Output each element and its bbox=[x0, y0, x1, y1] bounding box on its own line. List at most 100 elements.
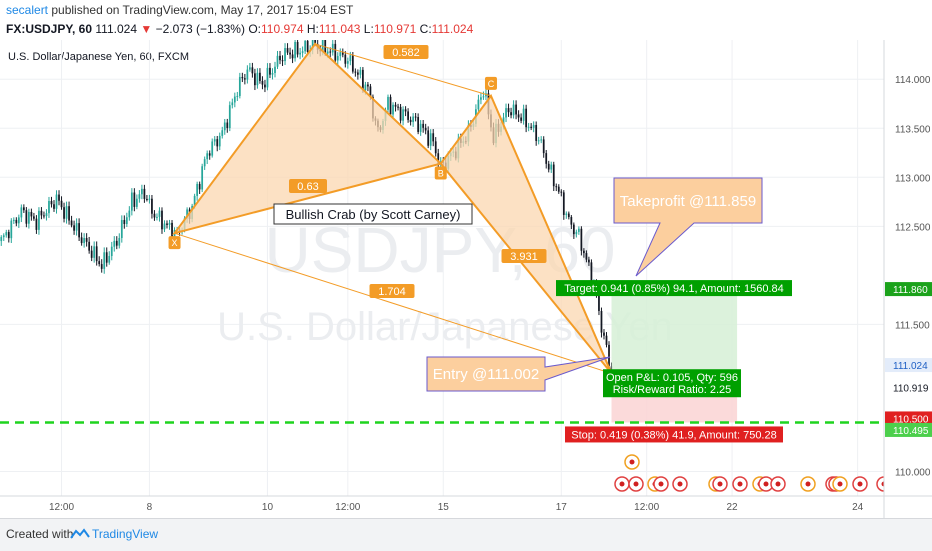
candle-body bbox=[399, 106, 402, 121]
candle-body bbox=[364, 84, 367, 91]
candle-body bbox=[542, 139, 545, 154]
candle-body bbox=[520, 117, 522, 121]
candle-body bbox=[141, 188, 143, 195]
candle-body bbox=[512, 104, 515, 116]
candle-body bbox=[43, 215, 45, 217]
candle-body bbox=[351, 55, 354, 72]
x-tick-label: 12:00 bbox=[335, 502, 360, 513]
candle-body bbox=[394, 104, 397, 107]
candle-body bbox=[583, 250, 585, 254]
candle-body bbox=[123, 219, 126, 225]
candle-body bbox=[128, 210, 131, 218]
event-marker-dot bbox=[677, 481, 683, 487]
price-axis-bg bbox=[884, 40, 932, 518]
candle-body bbox=[261, 80, 264, 85]
x-tick-label: 24 bbox=[852, 502, 864, 513]
candle-body bbox=[7, 232, 10, 239]
candle-body bbox=[605, 335, 608, 345]
price-chart[interactable]: U.S. Dollar/Japanese Yen, 60, FXCMUSDJPY… bbox=[0, 40, 932, 518]
ratio-label: 1.704 bbox=[378, 286, 406, 298]
y-tick-label: 113.500 bbox=[895, 124, 931, 135]
candle-body bbox=[50, 201, 53, 205]
ratio-tag bbox=[383, 45, 429, 59]
candle-body bbox=[138, 194, 141, 199]
open-pnl-box bbox=[603, 369, 741, 398]
event-marker-dot bbox=[619, 481, 625, 487]
price-tag: 110.919 bbox=[893, 383, 929, 394]
candle-body bbox=[68, 206, 70, 221]
candle-body bbox=[271, 73, 274, 75]
candle-body bbox=[537, 140, 540, 142]
candle-body bbox=[153, 213, 156, 218]
candle-body bbox=[233, 96, 236, 103]
candle-body bbox=[55, 194, 58, 209]
candle-body bbox=[264, 84, 266, 88]
candle-body bbox=[125, 217, 128, 225]
ratio-tag bbox=[289, 179, 327, 193]
down-arrow-icon: ▼ bbox=[140, 22, 153, 36]
ratio-label: 3.931 bbox=[510, 251, 538, 263]
candle-body bbox=[20, 207, 23, 218]
candle-body bbox=[329, 51, 332, 53]
candle-body bbox=[211, 141, 214, 156]
legend-c-label: C: bbox=[419, 22, 432, 36]
event-marker-dot bbox=[658, 481, 664, 487]
y-tick-label: 111.500 bbox=[895, 320, 930, 331]
legend-l-value: 110.971 bbox=[373, 22, 417, 36]
candle-body bbox=[231, 102, 234, 106]
candle-body bbox=[362, 69, 364, 91]
candle-body bbox=[296, 41, 299, 55]
candle-body bbox=[402, 109, 404, 121]
candle-body bbox=[22, 207, 25, 211]
pattern-point-label: X bbox=[172, 238, 178, 248]
candle-body bbox=[598, 295, 600, 311]
candle-body bbox=[600, 310, 603, 333]
candle-body bbox=[251, 67, 254, 74]
candle-body bbox=[163, 223, 166, 230]
legend-l-label: L: bbox=[363, 22, 374, 36]
candle-body bbox=[276, 55, 279, 67]
candle-body bbox=[206, 153, 209, 160]
footer-created: Created with bbox=[6, 527, 74, 541]
author-link[interactable]: secalert bbox=[6, 3, 49, 17]
footer-brand[interactable]: TradingView bbox=[92, 527, 159, 541]
candle-body bbox=[349, 55, 352, 62]
candle-body bbox=[585, 253, 588, 260]
candle-body bbox=[530, 126, 533, 128]
candle-body bbox=[158, 210, 161, 217]
event-marker-dot bbox=[763, 481, 769, 487]
footer-bar: Created with TradingView bbox=[0, 518, 932, 551]
takeprofit-callout-shape bbox=[613, 177, 763, 277]
candle-body bbox=[422, 123, 425, 128]
event-marker-dot bbox=[775, 481, 781, 487]
candle-body bbox=[269, 67, 271, 75]
legend-symbol[interactable]: FX:USDJPY, 60 bbox=[6, 22, 93, 36]
event-marker-dot bbox=[633, 481, 639, 487]
candle-body bbox=[326, 51, 329, 54]
price-tag: 111.024 bbox=[893, 361, 928, 372]
candle-body bbox=[80, 237, 83, 244]
candle-body bbox=[550, 164, 553, 170]
candle-body bbox=[545, 153, 548, 164]
stop-label-box bbox=[565, 426, 783, 443]
candle-body bbox=[522, 108, 525, 121]
candle-body bbox=[525, 108, 528, 128]
candle-body bbox=[387, 96, 389, 110]
candle-body bbox=[294, 41, 296, 59]
candle-body bbox=[12, 219, 15, 221]
candle-body bbox=[339, 52, 342, 57]
candle-body bbox=[216, 139, 219, 147]
candle-body bbox=[286, 48, 289, 53]
candle-body bbox=[173, 230, 176, 239]
candle-body bbox=[213, 139, 216, 142]
candle-body bbox=[243, 78, 246, 80]
candle-body bbox=[346, 61, 349, 64]
candle-body bbox=[608, 344, 610, 367]
publish-bar: secalert published on TradingView.com, M… bbox=[0, 0, 932, 20]
candle-body bbox=[552, 164, 555, 187]
candle-body bbox=[505, 108, 507, 118]
candle-body bbox=[254, 73, 256, 86]
candle-body bbox=[83, 238, 86, 244]
candle-body bbox=[304, 40, 307, 52]
event-marker-dot bbox=[737, 481, 743, 487]
